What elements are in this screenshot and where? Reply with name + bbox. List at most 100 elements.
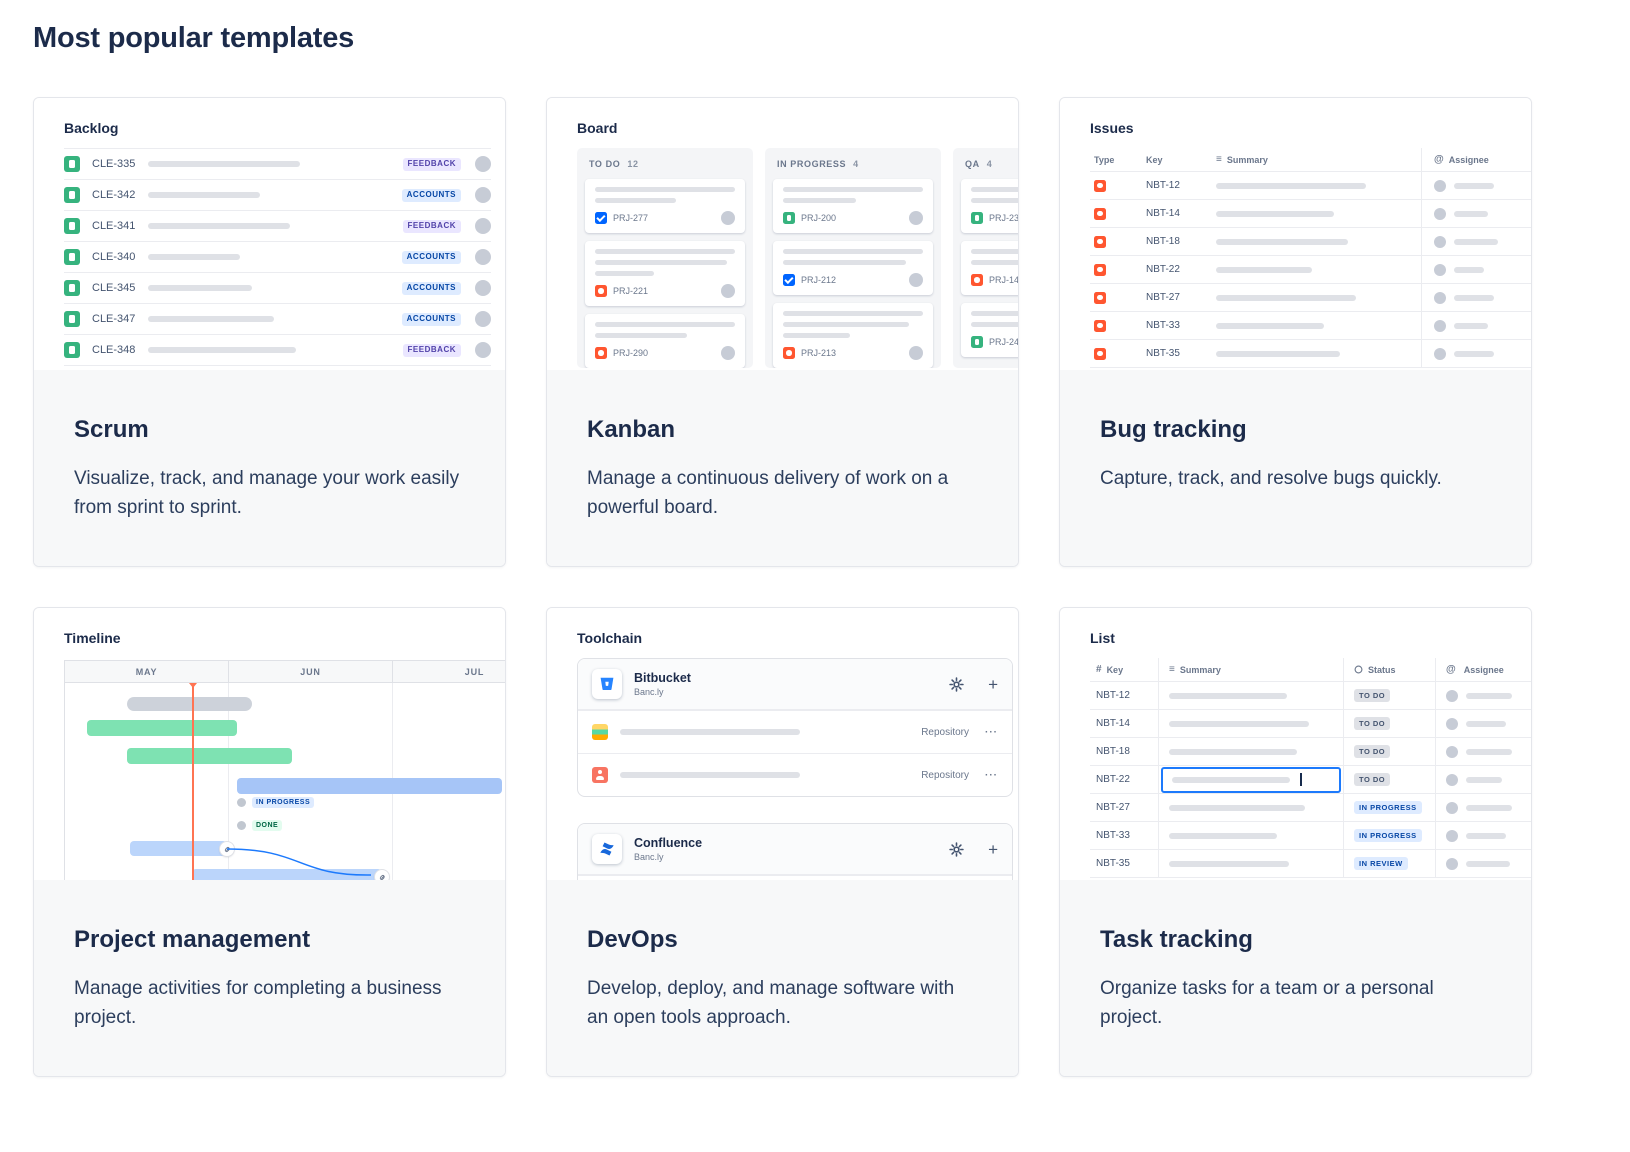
issue-key: NBT-12 <box>1096 690 1130 701</box>
avatar <box>1446 773 1458 786</box>
assignee-cell <box>1435 822 1531 849</box>
timeline-body: IN PROGRESS DONE <box>65 683 505 880</box>
bug-icon <box>1094 207 1106 220</box>
bug-icon <box>783 347 795 359</box>
tool-name: Confluence <box>634 836 703 850</box>
list-preview: List # Key ≡ Summary Status @ Assignee NBT-… <box>1060 608 1531 880</box>
gear-icon[interactable] <box>949 676 964 692</box>
today-marker-line <box>189 683 197 880</box>
bug-icon <box>1094 179 1106 192</box>
list-row: NBT-12 TO DO <box>1090 682 1531 710</box>
confluence-icon <box>600 842 614 856</box>
add-icon[interactable]: + <box>988 674 998 694</box>
bug-icon <box>595 285 607 297</box>
assignee-cell <box>1435 850 1531 877</box>
template-card-task-tracking[interactable]: List # Key ≡ Summary Status @ Assignee NBT-… <box>1059 607 1532 1077</box>
template-card-scrum[interactable]: Backlog CLE-335 FEEDBACK CLE-342 ACCOUNT… <box>33 97 506 567</box>
bug-icon <box>595 347 607 359</box>
board-column-todo: TO DO 12 PRJ-277 <box>577 148 753 368</box>
column-header-status: Status <box>1343 658 1435 681</box>
column-header-key: Key <box>1146 154 1163 165</box>
avatar <box>475 311 491 327</box>
placeholder-bar <box>1454 238 1498 245</box>
issue-key: CLE-340 <box>92 251 136 263</box>
more-actions-icon[interactable]: ··· <box>985 769 998 781</box>
issue-key: PRJ-290 <box>613 348 649 358</box>
placeholder-bar <box>1169 832 1277 839</box>
toolchain-preview: Toolchain Bitbucket Banc.ly <box>547 608 1018 880</box>
gear-icon[interactable] <box>949 841 964 857</box>
inline-edit-field[interactable] <box>1161 766 1341 793</box>
link-icon <box>379 874 385 880</box>
tool-panel-header: Confluence Banc.ly + <box>578 824 1012 875</box>
add-icon[interactable]: + <box>988 839 998 859</box>
tool-row-repository: Repository ··· <box>578 753 1012 796</box>
avatar <box>1434 263 1446 276</box>
tool-row-space: Space ··· <box>578 875 1012 880</box>
backlog-list: CLE-335 FEEDBACK CLE-342 ACCOUNTS <box>64 148 491 366</box>
issue-key: PRJ-213 <box>801 348 837 358</box>
template-card-project-management[interactable]: Timeline MAY JUN JUL <box>33 607 506 1077</box>
assignee-cell <box>1435 738 1531 765</box>
summary-cell <box>1158 682 1343 709</box>
avatar <box>1434 319 1446 332</box>
tool-actions: + <box>949 841 998 858</box>
dependency-link-icon <box>220 842 234 856</box>
avatar <box>1434 207 1446 220</box>
template-card-devops[interactable]: Toolchain Bitbucket Banc.ly <box>546 607 1019 1077</box>
placeholder-bar <box>1454 322 1488 329</box>
template-title: DevOps <box>587 926 678 953</box>
avatar <box>1434 179 1446 192</box>
bug-icon <box>1094 263 1106 276</box>
status-badge: ACCOUNTS <box>401 188 461 202</box>
card-footer: PRJ-213 <box>783 346 923 360</box>
placeholder-bar <box>1169 804 1305 811</box>
type-cell <box>1090 284 1146 311</box>
summary-cell-editing[interactable] <box>1158 766 1343 793</box>
template-card-bug-tracking[interactable]: Issues Type Key ≡ Summary @ Assignee NBT-1… <box>1059 97 1532 567</box>
template-description: Manage activities for completing a busin… <box>74 978 442 1029</box>
board-card: PRJ-146 <box>961 241 1018 295</box>
link-icon <box>224 846 230 852</box>
status-chip-done: DONE <box>237 820 283 831</box>
type-cell <box>1090 228 1146 255</box>
backlog-row: CLE-335 FEEDBACK <box>64 149 491 180</box>
card-info: Project management Manage activities for… <box>34 880 505 1076</box>
gantt-bar-lightblue <box>192 869 382 880</box>
dependency-link-icon <box>375 870 389 880</box>
issue-row: NBT-22 <box>1090 256 1531 284</box>
column-name: IN PROGRESS <box>777 159 847 169</box>
column-header-assignee: @ Assignee <box>1421 148 1531 171</box>
placeholder-bar <box>1454 182 1494 189</box>
status-badge: FEEDBACK <box>402 219 461 233</box>
board-columns: TO DO 12 PRJ-277 <box>577 148 1018 368</box>
status-lozenge: TO DO <box>1354 689 1391 702</box>
row-type-label: Repository <box>921 769 969 781</box>
avatar <box>1434 291 1446 304</box>
tool-name: Bitbucket <box>634 671 691 685</box>
placeholder-bar <box>595 333 688 338</box>
placeholder-bar <box>1216 294 1356 301</box>
placeholder-bar <box>783 333 851 338</box>
board-card: PRJ-221 <box>585 241 745 306</box>
row-type-label: Repository <box>921 726 969 738</box>
issue-key: CLE-347 <box>92 313 136 325</box>
column-header-label: Assignee <box>1448 154 1489 165</box>
issue-key: PRJ-221 <box>613 286 649 296</box>
issue-key: NBT-14 <box>1096 718 1130 729</box>
column-header: TO DO 12 <box>589 159 741 169</box>
template-card-kanban[interactable]: Board TO DO 12 PRJ-277 <box>546 97 1019 567</box>
preview-title-list: List <box>1090 630 1115 646</box>
placeholder-bar <box>971 198 1018 203</box>
placeholder-bar <box>971 249 1018 254</box>
tool-panel-bitbucket: Bitbucket Banc.ly + Repository ··· <box>577 658 1013 797</box>
gantt-bar-gray <box>127 697 252 711</box>
list-row: NBT-14 TO DO <box>1090 710 1531 738</box>
more-actions-icon[interactable]: ··· <box>985 726 998 738</box>
story-icon <box>783 212 795 224</box>
summary-cell <box>1216 172 1421 199</box>
issue-row: NBT-14 <box>1090 200 1531 228</box>
preview-title-toolchain: Toolchain <box>577 630 643 646</box>
template-title: Task tracking <box>1100 926 1253 953</box>
preview-title-timeline: Timeline <box>64 630 121 646</box>
